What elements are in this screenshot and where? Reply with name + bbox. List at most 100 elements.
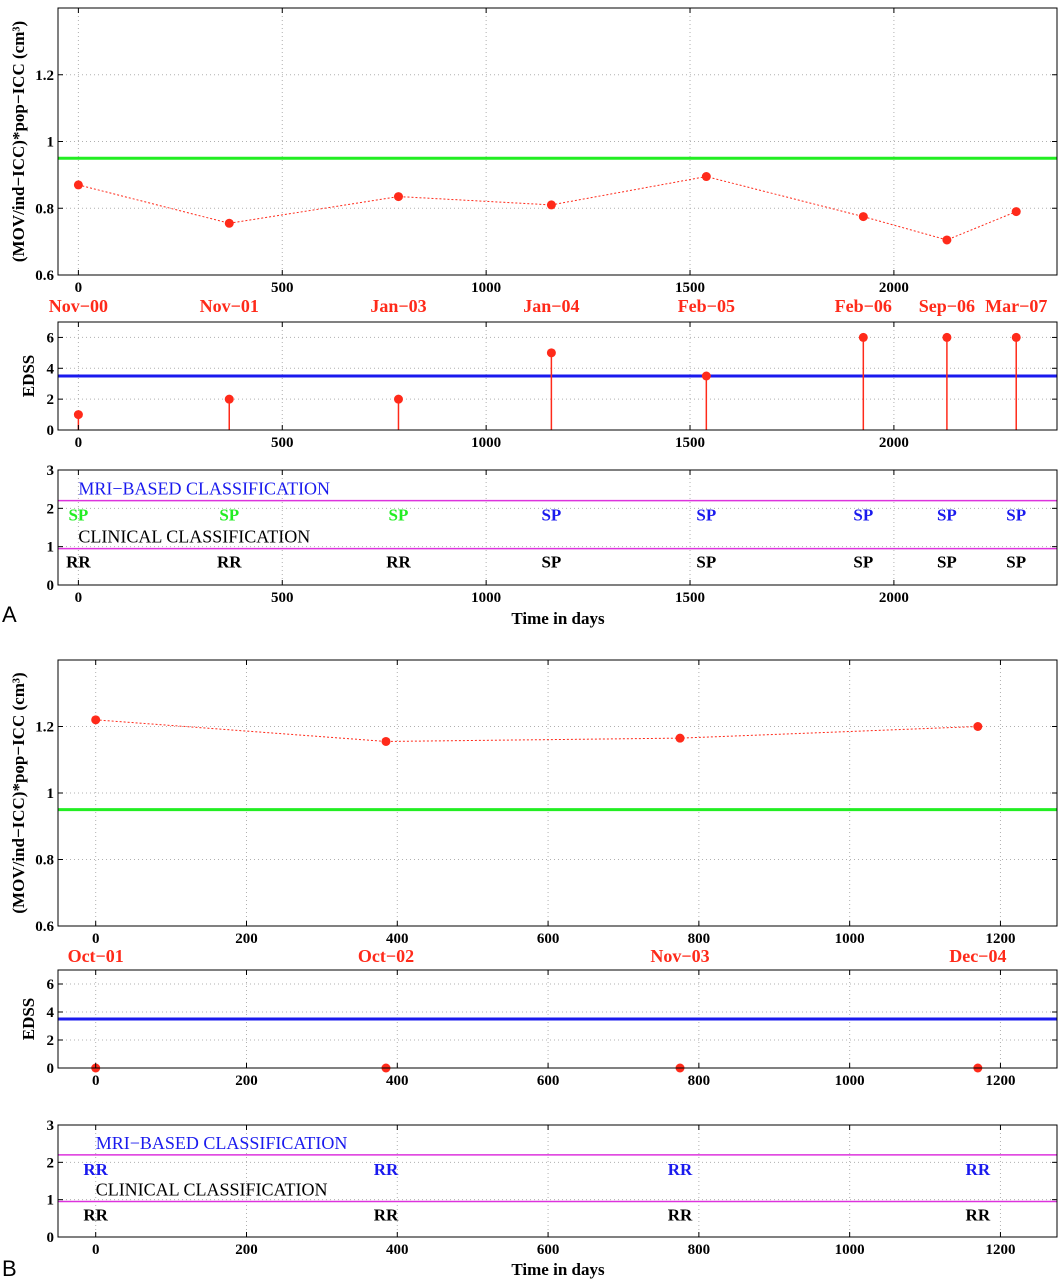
- panel-letter: A: [2, 602, 17, 627]
- date-label: Dec−04: [949, 946, 1006, 966]
- date-label: Nov−01: [200, 296, 259, 316]
- y-tick-label: 0: [47, 423, 55, 439]
- y-tick-label: 1: [47, 135, 55, 151]
- mov-subplot: 0 200 400 600 800 1000 1200 0.6 0.8 1 1.2 (MOV/ind−…: [9, 659, 1058, 947]
- y-tick-label: 1.2: [35, 720, 54, 736]
- mov-y-axis-label: (MOV/ind−ICC)*pop−ICC (cm³): [9, 21, 28, 262]
- mri-class-label: SP: [1006, 506, 1026, 525]
- x-tick-label: 600: [537, 1242, 560, 1258]
- x-tick-label: 2000: [879, 590, 909, 606]
- mri-class-label: RR: [966, 1160, 991, 1179]
- x-tick-label: 1000: [471, 590, 501, 606]
- clinical-class-label: RR: [66, 553, 91, 572]
- mri-class-label: SP: [853, 506, 873, 525]
- classification-subplot: MRI−BASED CLASSIFICATION CLINICAL CLASSIF…: [47, 463, 1058, 628]
- x-tick-label: 1000: [471, 280, 501, 296]
- date-label: Feb−05: [678, 296, 735, 316]
- axes-frame: [57, 321, 1058, 431]
- mov-data-point: [73, 180, 83, 190]
- y-tick-label: 4: [47, 1005, 55, 1021]
- mri-class-label: SP: [937, 506, 957, 525]
- y-tick-label: 3: [47, 1118, 55, 1134]
- clinical-class-label: SP: [853, 553, 873, 572]
- y-tick-label: 1: [47, 540, 55, 556]
- date-label: Oct−02: [358, 946, 414, 966]
- mov-data-point: [942, 235, 952, 245]
- mov-data-point: [701, 172, 711, 182]
- mri-class-label: SP: [68, 506, 88, 525]
- axes-frame: [57, 7, 1058, 276]
- x-tick-label: 1000: [835, 1073, 865, 1089]
- y-tick-label: 4: [47, 361, 55, 377]
- mri-class-label: SP: [219, 506, 239, 525]
- y-tick-label: 1: [47, 1193, 55, 1209]
- date-label: Sep−06: [919, 296, 975, 316]
- axes-frame: [57, 1124, 1058, 1238]
- x-tick-label: 0: [92, 1073, 100, 1089]
- panel-b: 0 200 400 600 800 1000 12000.60.811.2(MOV/ind−…: [2, 659, 1058, 1280]
- x-tick-label: 600: [537, 1073, 560, 1089]
- y-tick-label: 2: [47, 501, 55, 517]
- clinical-class-label: RR: [668, 1206, 693, 1225]
- edss-data-point: [1011, 332, 1021, 342]
- y-tick-label: 0.6: [35, 919, 54, 935]
- x-tick-label: 400: [386, 1073, 409, 1089]
- x-tick-label: 600: [537, 931, 560, 947]
- axes-frame: [57, 469, 1058, 586]
- mov-data-point: [675, 733, 685, 743]
- clinical-class-label: SP: [1006, 553, 1026, 572]
- mri-class-label: RR: [83, 1160, 108, 1179]
- edss-data-point: [73, 410, 83, 420]
- mri-class-label: SP: [389, 506, 409, 525]
- x-tick-label: 800: [688, 931, 711, 947]
- clinical-class-label: SP: [696, 553, 716, 572]
- x-tick-label: 400: [386, 931, 409, 947]
- edss-data-point: [858, 332, 868, 342]
- x-tick-label: 500: [271, 435, 294, 451]
- y-tick-label: 3: [47, 463, 55, 479]
- mov-data-point: [858, 212, 868, 222]
- y-tick-label: 0.8: [35, 201, 54, 217]
- x-tick-label: 200: [235, 931, 258, 947]
- x-tick-label: 500: [271, 280, 294, 296]
- x-tick-label: 1500: [675, 590, 705, 606]
- mov-data-point: [91, 715, 101, 725]
- x-tick-label: 1200: [985, 931, 1015, 947]
- edss-data-point: [546, 348, 556, 358]
- mri-classification-title: MRI−BASED CLASSIFICATION: [78, 479, 330, 499]
- mov-series-line: [78, 176, 1017, 241]
- x-tick-label: 1000: [835, 1242, 865, 1258]
- mov-data-point: [1011, 207, 1021, 217]
- date-label: Feb−06: [835, 296, 892, 316]
- mri-class-label: RR: [374, 1160, 399, 1179]
- clinical-classification-title: CLINICAL CLASSIFICATION: [96, 1180, 328, 1200]
- x-tick-label: 0: [75, 590, 83, 606]
- mov-data-point: [381, 736, 391, 746]
- y-tick-label: 6: [47, 330, 55, 346]
- edss-y-axis-label: EDSS: [19, 998, 38, 1041]
- mov-series-line: [95, 719, 978, 742]
- y-tick-label: 0: [47, 578, 55, 594]
- mri-classification-title: MRI−BASED CLASSIFICATION: [96, 1133, 348, 1153]
- mov-data-point: [224, 218, 234, 228]
- edss-y-axis-label: EDSS: [19, 355, 38, 398]
- y-tick-label: 2: [47, 392, 55, 408]
- mov-data-point: [546, 200, 556, 210]
- date-label: Jan−03: [370, 296, 426, 316]
- x-axis-label: Time in days: [511, 1260, 605, 1279]
- mov-data-point: [393, 192, 403, 202]
- mri-class-label: RR: [668, 1160, 693, 1179]
- x-tick-label: 0: [75, 435, 83, 451]
- y-tick-label: 1: [47, 786, 55, 802]
- clinical-class-label: RR: [374, 1206, 399, 1225]
- date-label: Mar−07: [985, 296, 1047, 316]
- x-tick-label: 0: [92, 1242, 100, 1258]
- x-axis-label: Time in days: [511, 609, 605, 628]
- edss-data-point: [701, 371, 711, 381]
- y-tick-label: 1.2: [35, 68, 54, 84]
- mov-data-point: [973, 722, 983, 731]
- mov-subplot: 0 500 1000 1500 2000 0.6 0.8 1 1.2 (MOV/ind−ICC)*…: [9, 7, 1058, 296]
- clinical-class-label: SP: [541, 553, 561, 572]
- x-tick-label: 2000: [879, 435, 909, 451]
- axes-frame: [57, 659, 1058, 927]
